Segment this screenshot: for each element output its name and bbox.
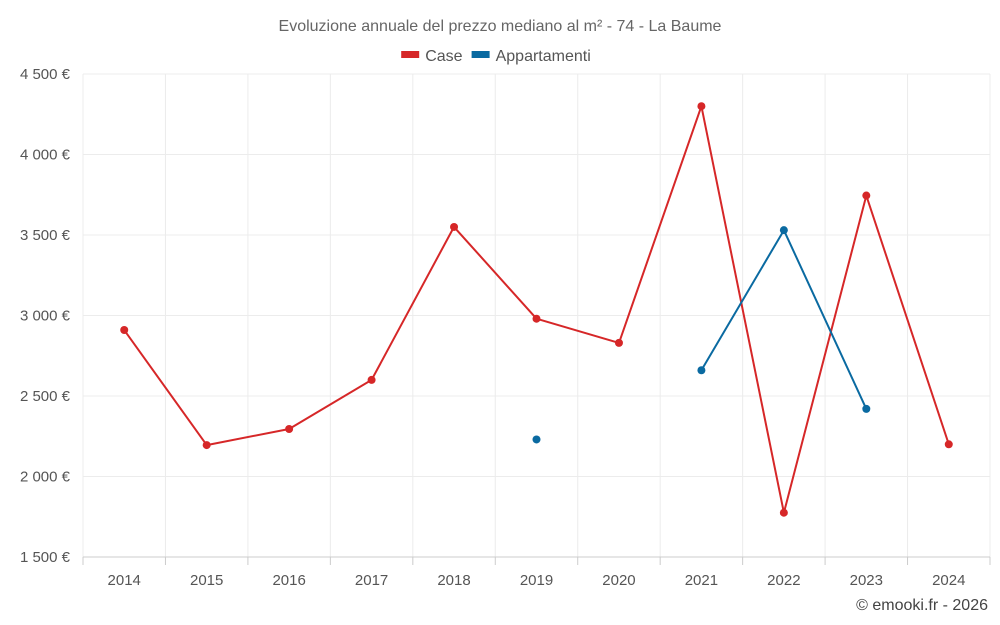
legend-label: Case xyxy=(425,48,462,65)
y-tick-label: 2 500 € xyxy=(20,388,71,405)
data-point xyxy=(614,338,623,347)
data-point xyxy=(285,425,294,434)
legend-swatch xyxy=(471,51,490,58)
x-tick-label: 2021 xyxy=(685,572,718,589)
data-point xyxy=(120,325,129,334)
series-case xyxy=(120,102,953,517)
x-tick-label: 2014 xyxy=(108,572,141,589)
data-point xyxy=(944,440,953,449)
y-tick-label: 3 000 € xyxy=(20,308,71,325)
data-point xyxy=(532,435,541,444)
data-point xyxy=(697,366,706,375)
legend-label: Appartamenti xyxy=(496,48,591,65)
data-point xyxy=(779,226,788,235)
y-tick-label: 4 000 € xyxy=(20,147,71,164)
y-tick-label: 3 500 € xyxy=(20,227,71,244)
y-axis: 1 500 € 2 000 € 2 500 € 3 000 € 3 500 € 4 000… xyxy=(20,66,71,566)
data-point xyxy=(450,222,459,231)
legend: Case Appartamenti xyxy=(401,48,591,65)
legend-swatch xyxy=(401,51,420,58)
data-point xyxy=(862,404,871,413)
x-tick-label: 2022 xyxy=(767,572,800,589)
series-layer xyxy=(120,102,953,517)
data-point xyxy=(532,314,541,323)
x-tick-label: 2023 xyxy=(850,572,883,589)
data-point xyxy=(367,375,376,384)
x-tick-label: 2020 xyxy=(602,572,635,589)
y-tick-label: 1 500 € xyxy=(20,549,71,566)
x-tick-label: 2016 xyxy=(272,572,305,589)
y-tick-label: 4 500 € xyxy=(20,66,71,83)
data-point xyxy=(779,508,788,517)
data-point xyxy=(862,191,871,200)
legend-item-appartamenti: Appartamenti xyxy=(471,48,591,65)
series-line xyxy=(700,229,868,410)
x-tick-label: 2018 xyxy=(437,572,470,589)
x-axis: 2014 2015 2016 2017 2018 2019 2020 2021 2022 2023… xyxy=(82,556,991,589)
x-tick-label: 2024 xyxy=(932,572,965,589)
x-tick-label: 2015 xyxy=(190,572,223,589)
series-appartamenti xyxy=(532,226,871,444)
x-tick-label: 2019 xyxy=(520,572,553,589)
x-tick-label: 2017 xyxy=(355,572,388,589)
data-point xyxy=(202,441,211,450)
y-tick-label: 2 000 € xyxy=(20,469,71,486)
chart-title: Evoluzione annuale del prezzo mediano al… xyxy=(279,18,722,35)
grid-lines xyxy=(82,73,991,558)
data-point xyxy=(697,102,706,111)
credit-text: © emooki.fr - 2026 xyxy=(856,597,988,614)
legend-item-case: Case xyxy=(401,48,463,65)
